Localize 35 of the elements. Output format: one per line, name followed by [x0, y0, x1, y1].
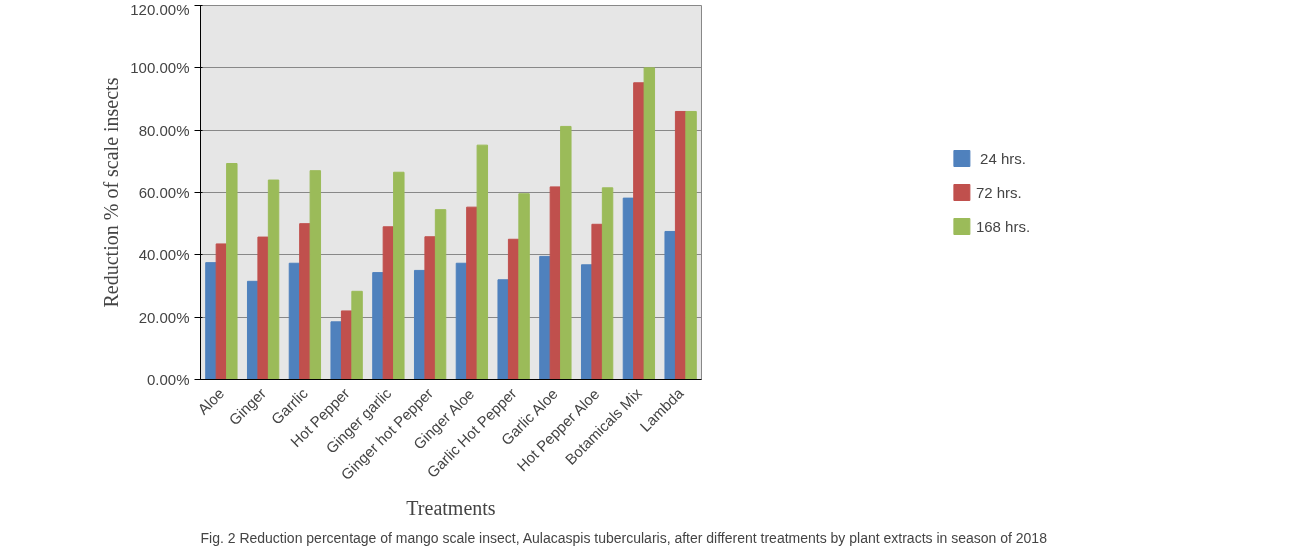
bar: [434, 209, 447, 380]
legend-label: 168 hrs.: [975, 217, 1031, 235]
bar: [560, 125, 572, 380]
y-tick-label: 20.00%: [138, 308, 190, 326]
bar: [267, 179, 280, 380]
bar: [685, 110, 697, 380]
y-tick-label: 80.00%: [138, 121, 190, 139]
bar: [393, 171, 405, 380]
y-tick-label: 120.00%: [130, 0, 190, 18]
x-tick-label: Aloe: [194, 384, 228, 418]
bar: [643, 67, 656, 380]
bar: [497, 279, 509, 380]
bar: [351, 290, 363, 380]
bar: [372, 272, 384, 380]
bar: [518, 193, 530, 380]
bar: [601, 187, 614, 380]
y-tick-label: 60.00%: [138, 184, 190, 201]
bar: [539, 255, 551, 380]
bar: [257, 236, 269, 380]
bar: [664, 230, 676, 380]
y-tick-label: 100.00%: [130, 59, 190, 77]
y-tick-label: 40.00%: [138, 246, 190, 264]
x-axis-title: Treatments: [406, 497, 496, 520]
bar: [309, 170, 322, 380]
caption: Fig. 2 Reduction percentage of mango scale insect, Aulacaspis tubercularis, after different treatments by plant extracts in season of 2018: [200, 529, 1048, 546]
bar: [591, 223, 603, 380]
legend-label: 72 hrs.: [975, 183, 1022, 201]
bar: [476, 144, 489, 380]
bar: [424, 236, 436, 380]
bar: [330, 321, 342, 380]
y-axis-title: Reduction % of scale insects: [100, 77, 123, 308]
y-tick-label: 0.00%: [146, 371, 190, 388]
bar: [226, 163, 238, 380]
legend-label: 24 hrs.: [979, 149, 1026, 167]
bar: [205, 262, 217, 380]
